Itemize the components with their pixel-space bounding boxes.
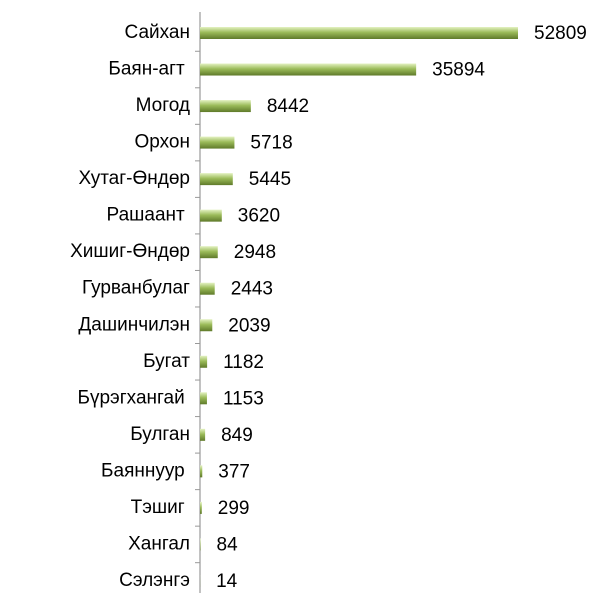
category-label: Гурванбулаг [82, 278, 190, 299]
value-label: 2948 [234, 242, 276, 263]
bar [200, 173, 233, 186]
value-label: 3620 [238, 206, 280, 227]
bar [200, 136, 235, 149]
value-label: 849 [221, 425, 253, 446]
value-label: 377 [218, 461, 250, 482]
value-label: 8442 [267, 96, 309, 117]
bar [200, 392, 207, 405]
value-label: 2443 [231, 279, 273, 300]
bar [200, 209, 222, 222]
category-label: Сэлэнгэ [119, 570, 190, 591]
category-label: Баяннуур [101, 460, 190, 481]
category-label: Орхон [135, 132, 190, 153]
bar [200, 246, 218, 259]
category-label: Дашинчилэн [78, 314, 190, 335]
category-label: Тэшиг [131, 497, 190, 518]
category-label: Хангал [128, 533, 190, 554]
bar [200, 27, 518, 39]
bar [200, 100, 251, 113]
value-label: 84 [217, 534, 239, 555]
value-label: 35894 [432, 60, 485, 81]
bar [200, 465, 203, 478]
value-label: 1182 [223, 352, 264, 373]
category-label: Могод [136, 95, 190, 116]
value-label: 1153 [223, 388, 264, 409]
value-label: 5718 [250, 133, 292, 154]
bar [200, 355, 208, 368]
value-label: 52809 [534, 23, 587, 44]
category-label: Баян-агт [108, 59, 190, 80]
value-label: 14 [216, 571, 238, 592]
category-label: Рашаант [107, 205, 190, 226]
category-label: Хишиг-Өндөр [70, 241, 190, 262]
category-label: Сайхан [125, 22, 190, 43]
value-label: 5445 [249, 169, 291, 190]
bar [200, 428, 206, 441]
value-label: 2039 [228, 315, 270, 336]
bar [200, 501, 202, 514]
bar [200, 319, 213, 332]
bar [200, 63, 417, 76]
bar [200, 282, 215, 295]
category-label: Бүрэгхангай [78, 387, 190, 408]
bar [200, 538, 201, 551]
category-label: Хутаг-Өндөр [78, 168, 190, 189]
value-label: 299 [218, 498, 250, 519]
category-label: Булган [130, 424, 190, 445]
category-label: Бугат [143, 351, 190, 372]
